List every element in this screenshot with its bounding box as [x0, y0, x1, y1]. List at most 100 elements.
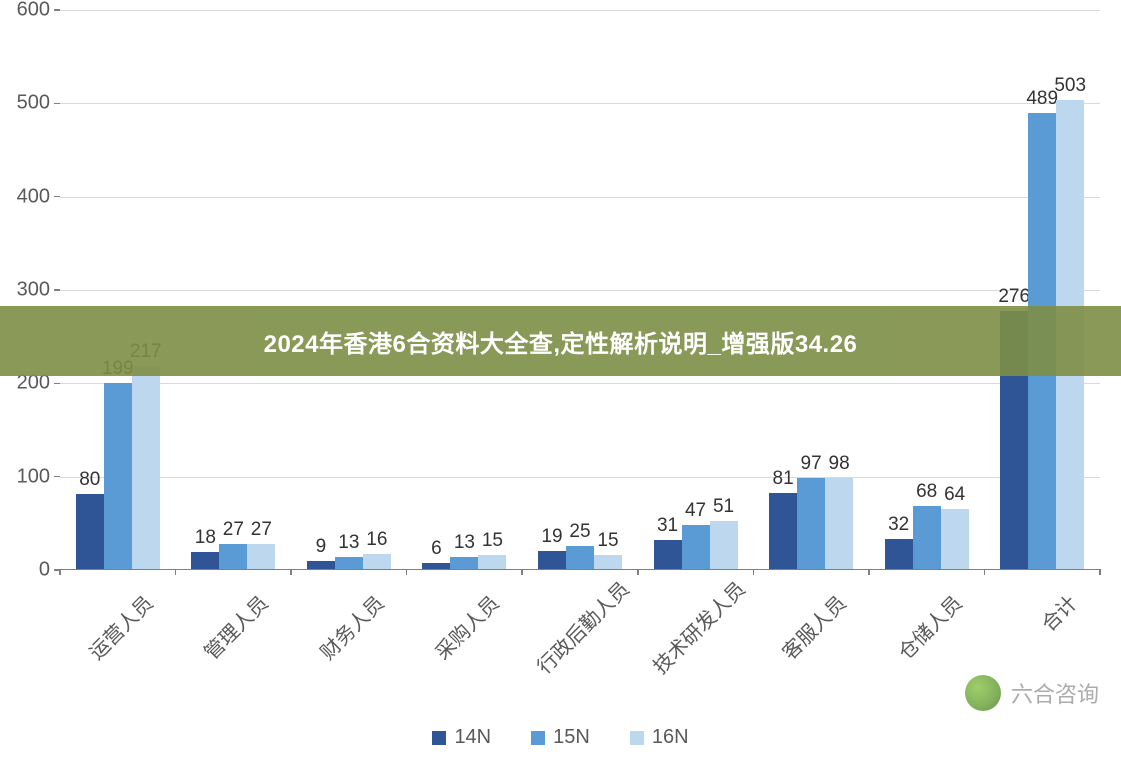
x-axis-label: 财务人员: [298, 588, 389, 679]
bar: [710, 521, 738, 569]
bar-value-label: 9: [316, 536, 327, 558]
legend-swatch: [630, 731, 644, 745]
bar-value-label: 68: [916, 481, 937, 503]
bar: [769, 493, 797, 569]
bar: [335, 557, 363, 569]
bar: [247, 544, 275, 569]
bar: [191, 552, 219, 569]
y-tick-label: 600: [0, 0, 50, 22]
bar-value-label: 503: [1054, 75, 1086, 97]
bar: [941, 509, 969, 569]
bar-value-label: 19: [541, 526, 562, 548]
x-tick-mark: [521, 569, 523, 575]
y-tick-mark: [54, 103, 60, 105]
bar: [682, 525, 710, 569]
y-tick-mark: [54, 383, 60, 385]
overlay-banner: 2024年香港6合资料大全查,定性解析说明_增强版34.26: [0, 306, 1121, 376]
x-tick-mark: [868, 569, 870, 575]
watermark: 六合咨询: [965, 675, 1099, 711]
x-axis-label: 管理人员: [183, 588, 274, 679]
bar-value-label: 64: [944, 484, 965, 506]
x-axis-label: 客服人员: [760, 588, 851, 679]
bar: [566, 546, 594, 569]
bar-value-label: 27: [223, 519, 244, 541]
y-tick-mark: [54, 9, 60, 11]
x-axis-label: 技术研发人员: [645, 588, 736, 679]
bar-value-label: 47: [685, 500, 706, 522]
bar-value-label: 13: [454, 532, 475, 554]
bar-value-label: 15: [597, 530, 618, 552]
bar: [913, 506, 941, 569]
y-tick-label: 0: [0, 559, 50, 582]
gridline: [60, 197, 1100, 198]
x-axis-label: 仓储人员: [876, 588, 967, 679]
bar: [422, 563, 450, 569]
y-tick-mark: [54, 196, 60, 198]
plot-area: 0100200300400500600运营人员80199217管理人员18272…: [60, 10, 1100, 570]
legend-label: 16N: [652, 726, 689, 749]
bar-value-label: 489: [1026, 88, 1058, 110]
y-tick-label: 300: [0, 279, 50, 302]
bar: [538, 551, 566, 569]
bar-value-label: 32: [888, 514, 909, 536]
bar: [594, 555, 622, 569]
legend-item: 14N: [432, 726, 491, 749]
y-tick-label: 100: [0, 465, 50, 488]
gridline: [60, 290, 1100, 291]
legend-swatch: [432, 731, 446, 745]
bar: [132, 366, 160, 569]
bar-value-label: 97: [801, 453, 822, 475]
bar-value-label: 13: [338, 532, 359, 554]
x-tick-mark: [290, 569, 292, 575]
bar-value-label: 18: [195, 527, 216, 549]
bar: [797, 478, 825, 569]
x-tick-mark: [984, 569, 986, 575]
bar: [654, 540, 682, 569]
watermark-text: 六合咨询: [1011, 677, 1099, 709]
bar: [307, 561, 335, 569]
bar-value-label: 15: [482, 530, 503, 552]
y-tick-mark: [54, 476, 60, 478]
legend-label: 14N: [454, 726, 491, 749]
x-axis-label: 运营人员: [67, 588, 158, 679]
x-axis-label: 采购人员: [414, 588, 505, 679]
gridline: [60, 103, 1100, 104]
bar-value-label: 51: [713, 496, 734, 518]
y-tick-mark: [54, 289, 60, 291]
x-axis-label: 合计: [992, 588, 1083, 679]
y-tick-label: 400: [0, 185, 50, 208]
y-tick-label: 500: [0, 92, 50, 115]
bar: [76, 494, 104, 569]
bar-value-label: 31: [657, 515, 678, 537]
bar-value-label: 98: [829, 453, 850, 475]
bar: [104, 383, 132, 569]
legend-swatch: [531, 731, 545, 745]
bar: [219, 544, 247, 569]
bar: [450, 557, 478, 569]
gridline: [60, 383, 1100, 384]
bar-value-label: 25: [569, 521, 590, 543]
bar-chart: 0100200300400500600运营人员80199217管理人员18272…: [60, 10, 1100, 570]
legend-item: 15N: [531, 726, 590, 749]
bar: [478, 555, 506, 569]
bar-value-label: 81: [773, 468, 794, 490]
x-tick-mark: [1099, 569, 1101, 575]
x-tick-mark: [175, 569, 177, 575]
x-tick-mark: [406, 569, 408, 575]
bar: [363, 554, 391, 569]
gridline: [60, 10, 1100, 11]
bar-value-label: 80: [79, 469, 100, 491]
wechat-icon: [965, 675, 1001, 711]
x-tick-mark: [637, 569, 639, 575]
x-tick-mark: [59, 569, 61, 575]
bar-value-label: 6: [431, 538, 442, 560]
bar: [825, 478, 853, 569]
x-axis-label: 行政后勤人员: [529, 588, 620, 679]
legend-label: 15N: [553, 726, 590, 749]
gridline: [60, 477, 1100, 478]
legend: 14N 15N 16N: [0, 726, 1121, 749]
overlay-text: 2024年香港6合资料大全查,定性解析说明_增强版34.26: [264, 324, 858, 359]
bar-value-label: 16: [366, 529, 387, 551]
bar-value-label: 27: [251, 519, 272, 541]
legend-item: 16N: [630, 726, 689, 749]
